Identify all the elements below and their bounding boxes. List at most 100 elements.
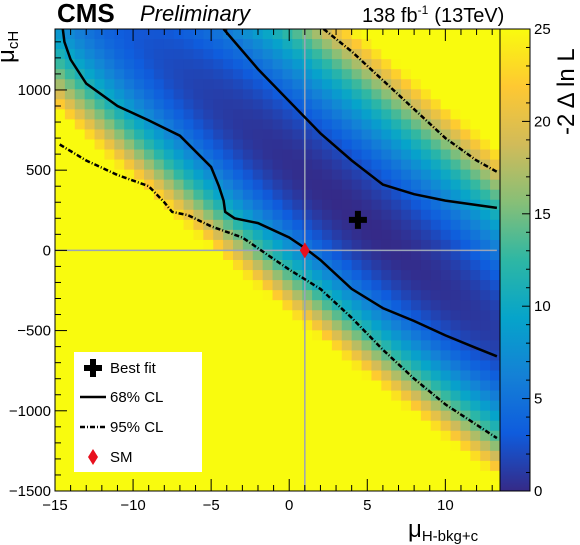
heatmap-cell <box>331 219 343 231</box>
heatmap-cell <box>55 209 66 221</box>
heatmap-cell <box>282 239 293 251</box>
heatmap-cell <box>124 239 135 251</box>
heatmap-cell <box>183 119 195 131</box>
heatmap-cell <box>391 239 402 251</box>
heatmap-cell <box>134 69 145 80</box>
heatmap-cell <box>272 179 284 191</box>
heatmap-cell <box>272 69 284 80</box>
heatmap-cell <box>490 239 500 251</box>
heatmap-cell <box>430 239 442 251</box>
heatmap-cell <box>144 139 155 151</box>
heatmap-cell <box>242 380 254 392</box>
heatmap-cell <box>470 450 481 462</box>
heatmap-cell <box>173 199 185 211</box>
heatmap-cell <box>272 59 284 70</box>
heatmap-cell <box>401 330 412 341</box>
heatmap-cell <box>490 370 500 382</box>
heatmap-cell <box>173 330 185 341</box>
heatmap-cell <box>312 249 323 261</box>
heatmap-cell <box>272 280 284 291</box>
heatmap-cell <box>223 69 234 80</box>
heatmap-cell <box>460 169 471 181</box>
heatmap-cell <box>223 219 234 231</box>
heatmap-cell <box>144 59 155 70</box>
heatmap-cell <box>460 59 471 70</box>
heatmap-cell <box>233 99 244 110</box>
heatmap-cell <box>312 119 323 131</box>
heatmap-cell <box>401 199 412 211</box>
heatmap-cell <box>411 69 422 80</box>
heatmap-cell <box>361 179 373 191</box>
energy-label: (13TeV) <box>434 5 504 27</box>
heatmap-cell <box>272 300 284 311</box>
heatmap-cell <box>450 320 462 331</box>
heatmap-cell <box>233 129 244 141</box>
heatmap-cell <box>470 159 481 171</box>
heatmap-cell <box>84 229 96 241</box>
heatmap-cell <box>193 189 204 201</box>
heatmap-cell <box>193 290 204 301</box>
heatmap-cell <box>203 420 214 432</box>
heatmap-cell <box>252 270 264 281</box>
heatmap-cell <box>134 169 145 181</box>
heatmap-cell <box>411 310 422 321</box>
heatmap-cell <box>401 29 412 40</box>
heatmap-cell <box>371 149 382 161</box>
heatmap-cell <box>153 109 165 120</box>
heatmap-cell <box>233 49 244 60</box>
heatmap-cell <box>223 460 234 472</box>
heatmap-cell <box>203 79 214 90</box>
heatmap-cell <box>163 340 175 351</box>
heatmap-cell <box>450 450 462 462</box>
heatmap-cell <box>272 420 284 432</box>
heatmap-cell <box>282 39 293 50</box>
heatmap-cell <box>351 189 363 201</box>
heatmap-cell <box>470 129 481 141</box>
heatmap-cell <box>233 280 244 291</box>
heatmap-cell <box>341 189 353 201</box>
heatmap-cell <box>302 89 313 100</box>
heatmap-cell <box>292 310 303 321</box>
heatmap-cell <box>183 29 195 40</box>
heatmap-cell <box>312 270 323 281</box>
heatmap-cell <box>272 119 284 131</box>
heatmap-cell <box>252 69 264 80</box>
heatmap-cell <box>460 99 471 110</box>
heatmap-cell <box>272 320 284 331</box>
heatmap-cell <box>302 430 313 442</box>
heatmap-cell <box>124 290 135 301</box>
heatmap-cell <box>490 69 500 80</box>
heatmap-cell <box>331 320 343 331</box>
heatmap-cell <box>173 109 185 120</box>
heatmap-cell <box>104 169 115 181</box>
heatmap-cell <box>203 310 214 321</box>
heatmap-cell <box>312 320 323 331</box>
heatmap-cell <box>55 179 66 191</box>
heatmap-cell <box>480 360 491 372</box>
heatmap-cell <box>331 400 343 412</box>
heatmap-cell <box>262 229 274 241</box>
heatmap-cell <box>351 410 363 422</box>
heatmap-cell <box>183 179 195 191</box>
heatmap-cell <box>55 219 66 231</box>
contour-68-upper <box>222 29 498 210</box>
y-tick-label: −500 <box>17 323 51 340</box>
heatmap-cell <box>94 290 106 301</box>
heatmap-cell <box>223 420 234 432</box>
heatmap-cell <box>94 340 106 351</box>
heatmap-cell <box>292 139 303 151</box>
heatmap-cell <box>331 410 343 422</box>
heatmap-cell <box>252 310 264 321</box>
heatmap-cell <box>163 229 175 241</box>
heatmap-cell <box>470 109 481 120</box>
heatmap-cell <box>124 249 135 261</box>
heatmap-cell <box>322 470 333 482</box>
heatmap-cell <box>74 79 86 90</box>
heatmap-cell <box>262 249 274 261</box>
heatmap-cell <box>322 450 333 462</box>
heatmap-cell <box>94 149 106 161</box>
heatmap-cell <box>302 420 313 432</box>
heatmap-cell <box>312 239 323 251</box>
heatmap-cell <box>381 360 392 372</box>
heatmap-cell <box>430 179 442 191</box>
